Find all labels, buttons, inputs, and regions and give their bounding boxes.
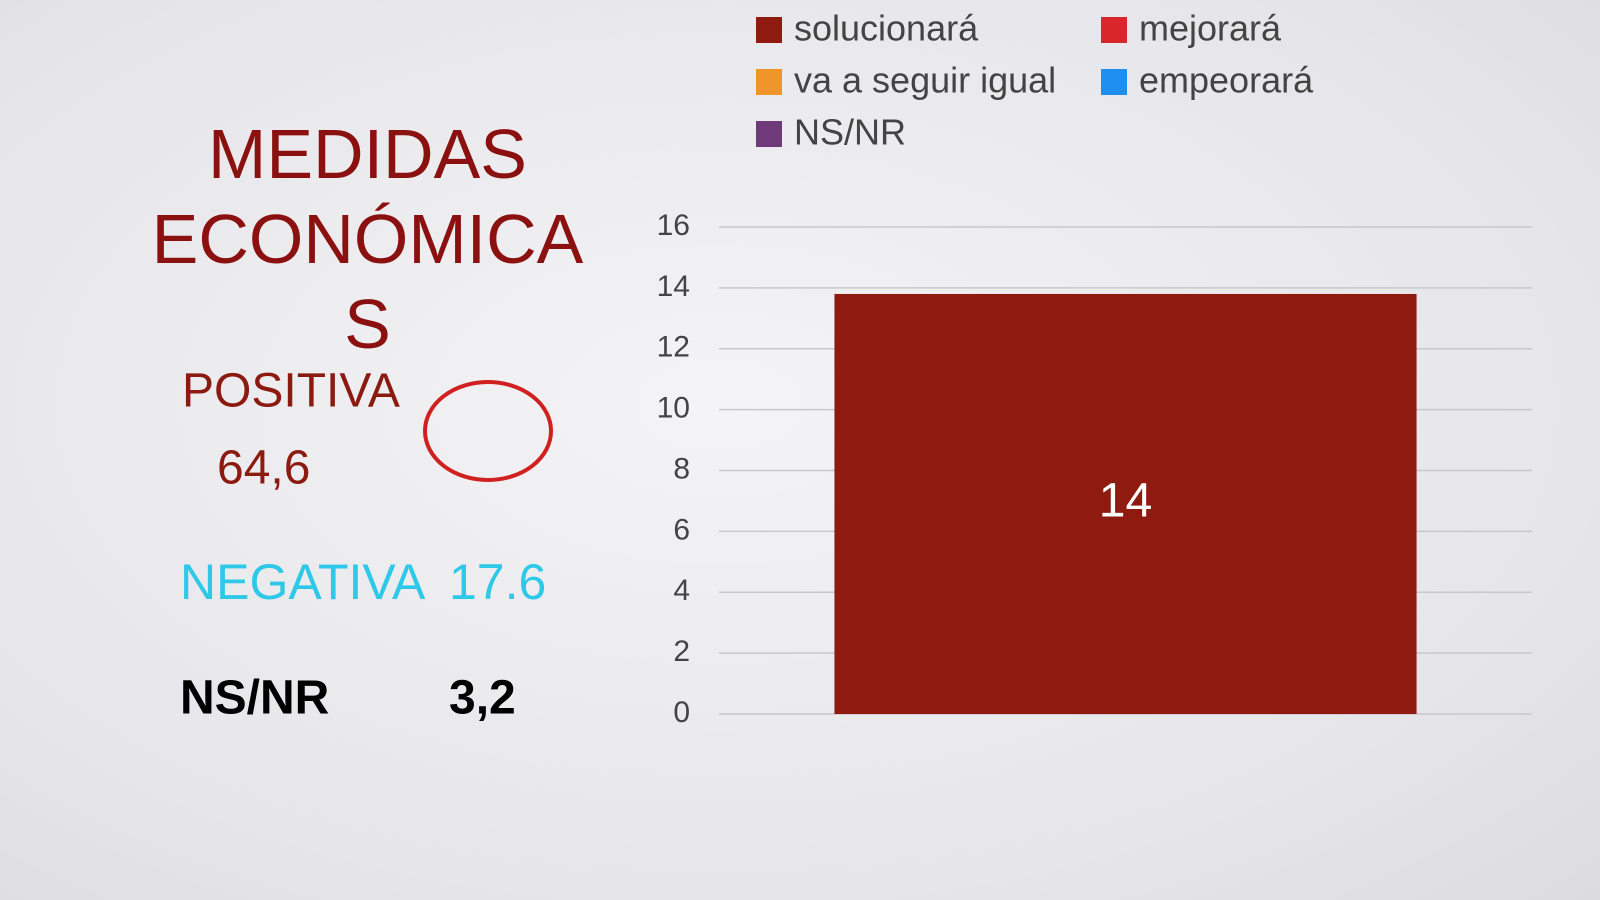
legend-label: va a seguir igual bbox=[794, 60, 1056, 101]
nsnr-value: 3,2 bbox=[449, 672, 516, 725]
negative-value: 17.6 bbox=[449, 554, 546, 610]
y-tick-label: 14 bbox=[657, 270, 690, 303]
y-tick-label: 10 bbox=[657, 392, 690, 425]
slide-title: MEDIDAS ECONÓMICAS bbox=[151, 115, 584, 363]
legend-label: mejorará bbox=[1139, 8, 1282, 49]
positive-label: POSITIVA bbox=[182, 365, 400, 418]
y-tick-label: 6 bbox=[673, 513, 690, 546]
y-tick-label: 0 bbox=[673, 696, 690, 729]
y-tick-label: 2 bbox=[673, 635, 690, 668]
y-tick-label: 12 bbox=[657, 331, 690, 364]
y-tick-label: 4 bbox=[673, 574, 690, 607]
legend-label: empeorará bbox=[1139, 60, 1314, 101]
negative-label: NEGATIVA bbox=[180, 554, 426, 610]
legend-label: solucionará bbox=[794, 8, 979, 49]
highlight-circle bbox=[423, 380, 553, 482]
legend-swatch bbox=[1101, 17, 1127, 43]
legend-swatch bbox=[756, 121, 782, 147]
bar bbox=[834, 293, 1417, 714]
nsnr-label: NS/NR bbox=[180, 672, 329, 725]
y-tick-label: 8 bbox=[673, 452, 690, 485]
legend-swatch bbox=[756, 17, 782, 43]
legend-swatch bbox=[756, 69, 782, 95]
legend-label: NS/NR bbox=[794, 112, 906, 153]
positive-value: 64,6 bbox=[217, 442, 310, 495]
legend-swatch bbox=[1101, 69, 1127, 95]
bar-value-label: 14 bbox=[1099, 475, 1152, 528]
y-tick-label: 16 bbox=[657, 209, 690, 242]
